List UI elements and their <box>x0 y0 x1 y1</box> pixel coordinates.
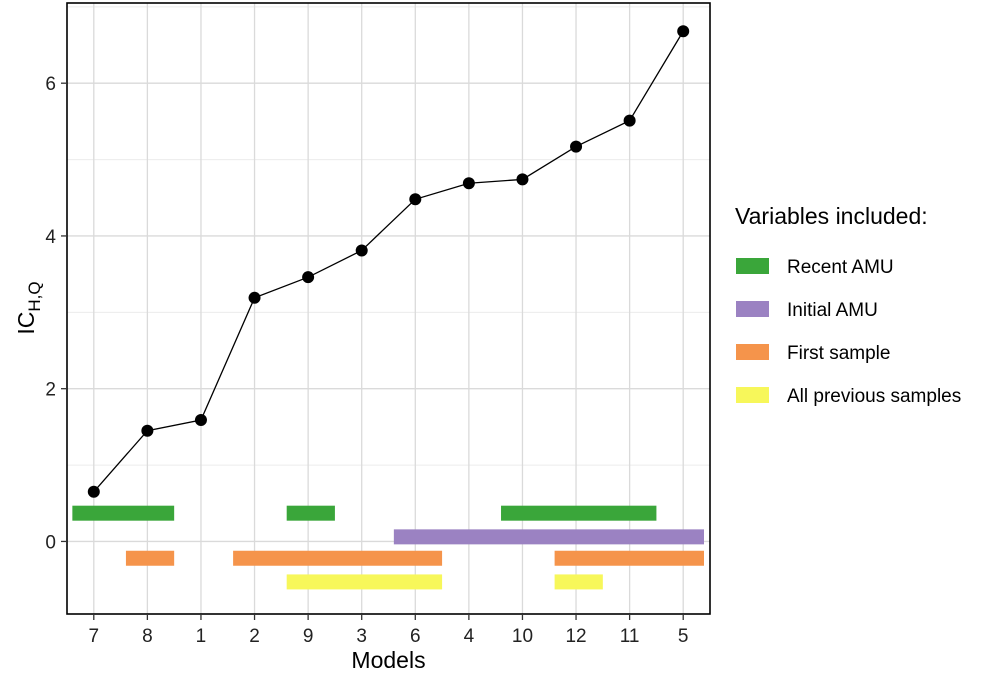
data-point <box>677 25 690 38</box>
x-tick-label: 5 <box>678 626 689 647</box>
x-tick-label: 12 <box>565 626 586 647</box>
indicator-bar-first-sample <box>125 550 175 566</box>
indicator-bar-first-sample <box>554 550 704 566</box>
x-axis-title: Models <box>351 647 425 673</box>
panel-background <box>67 3 710 614</box>
legend-title: Variables included: <box>735 203 928 229</box>
legend: Variables included: Recent AMU Initial AM… <box>735 203 961 407</box>
legend-label-recent-amu: Recent AMU <box>787 257 894 278</box>
legend-swatch-recent-amu <box>736 258 769 274</box>
legend-label-all-previous: All previous samples <box>787 386 961 407</box>
data-point <box>87 485 100 498</box>
y-tick-label: 6 <box>45 74 56 95</box>
legend-swatch-first-sample <box>736 344 769 360</box>
x-tick-label: 11 <box>620 626 640 647</box>
y-axis-title: ICH,Q <box>13 281 44 334</box>
x-tick-label: 1 <box>196 626 207 647</box>
legend-swatch-all-previous <box>736 387 769 403</box>
x-tick-label: 2 <box>249 626 260 647</box>
x-tick-label: 9 <box>303 626 314 647</box>
y-axis-title-main: IC <box>13 312 39 335</box>
x-tick-label: 6 <box>410 626 421 647</box>
indicator-bar-initial-amu <box>393 529 704 545</box>
data-point <box>355 244 368 257</box>
x-tick-label: 8 <box>142 626 153 647</box>
series-line <box>87 25 690 498</box>
panel-border <box>66 2 711 615</box>
data-point <box>248 291 261 304</box>
y-tick-label: 0 <box>45 532 56 553</box>
series-path <box>93 30 684 493</box>
data-point <box>302 271 315 284</box>
indicator-bar-first-sample <box>233 550 443 566</box>
data-point <box>194 414 207 427</box>
legend-label-first-sample: First sample <box>787 343 890 364</box>
y-axis: 0 2 4 6 <box>45 74 67 553</box>
x-tick-label: 7 <box>89 626 100 647</box>
data-point <box>623 114 636 127</box>
indicator-bar-recent-amu <box>72 505 175 521</box>
legend-label-initial-amu: Initial AMU <box>787 300 878 321</box>
indicator-bar-all-previous <box>286 574 443 590</box>
indicator-bar-all-previous <box>554 574 603 590</box>
legend-swatch-initial-amu <box>736 301 769 317</box>
data-point <box>462 177 475 190</box>
indicator-bar-recent-amu <box>501 505 657 521</box>
data-point <box>516 173 529 186</box>
x-tick-label: 4 <box>464 626 475 647</box>
y-axis-title-subscript: H,Q <box>25 281 44 311</box>
data-point <box>141 424 154 437</box>
indicator-bar-recent-amu <box>286 505 335 521</box>
x-axis: 7 8 1 2 9 3 6 4 10 12 11 5 <box>89 614 689 647</box>
x-tick-label: 10 <box>512 626 533 647</box>
indicator-bars <box>72 505 704 590</box>
data-point <box>570 140 583 153</box>
y-tick-label: 4 <box>45 227 56 248</box>
x-tick-label: 3 <box>356 626 367 647</box>
data-point <box>409 193 422 206</box>
y-tick-label: 2 <box>45 380 56 401</box>
